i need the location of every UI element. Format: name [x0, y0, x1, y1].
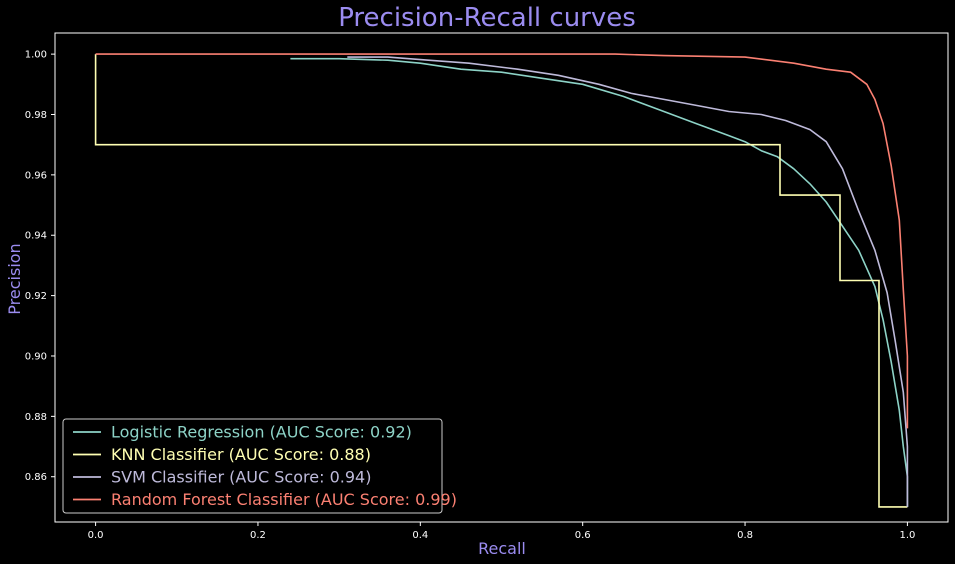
y-tick-label: 0.98	[25, 110, 47, 121]
plot-area	[54, 32, 949, 523]
y-tick-label: 0.86	[25, 472, 47, 483]
legend-entry: Logistic Regression (AUC Score: 0.92)	[111, 423, 412, 442]
x-tick-label: 0.0	[88, 530, 104, 541]
axis-ticks: 0.0 0.2 0.4 0.6 0.8 1.0 0.86 0.88 0.90 0.92 0.94 0.…	[25, 50, 916, 541]
legend-box	[62, 418, 443, 514]
legend-entry: SVM Classifier (AUC Score: 0.94)	[111, 468, 371, 487]
series-line-4	[95, 53, 909, 429]
series-layer	[94, 53, 909, 508]
legend: Logistic Regression (AUC Score: 0.92) KNN…	[62, 418, 457, 514]
y-axis-title: Precision	[5, 243, 24, 314]
legend-entry: Random Forest Classifier (AUC Score: 0.9…	[111, 490, 457, 509]
y-tick-label: 0.92	[25, 291, 47, 302]
x-tick-label: 1.0	[899, 530, 915, 541]
x-tick-label: 0.8	[737, 530, 753, 541]
x-tick-label: 0.4	[412, 530, 428, 541]
y-tick-label: 0.88	[25, 412, 47, 423]
series-line-3	[347, 56, 909, 507]
x-tick-label: 0.6	[575, 530, 591, 541]
series-line-2	[94, 54, 908, 508]
y-tick-label: 0.90	[25, 351, 47, 362]
plot-frame	[54, 32, 949, 523]
x-tick-label: 0.2	[250, 530, 266, 541]
y-tick-label: 1.00	[25, 50, 47, 61]
legend-entry: KNN Classifier (AUC Score: 0.88)	[111, 445, 371, 464]
chart-title: Precision-Recall curves	[338, 3, 636, 33]
y-tick-label: 0.96	[25, 170, 47, 181]
y-tick-label: 0.94	[25, 231, 47, 242]
x-axis-title: Recall	[478, 539, 526, 558]
series-line-1	[290, 57, 909, 507]
